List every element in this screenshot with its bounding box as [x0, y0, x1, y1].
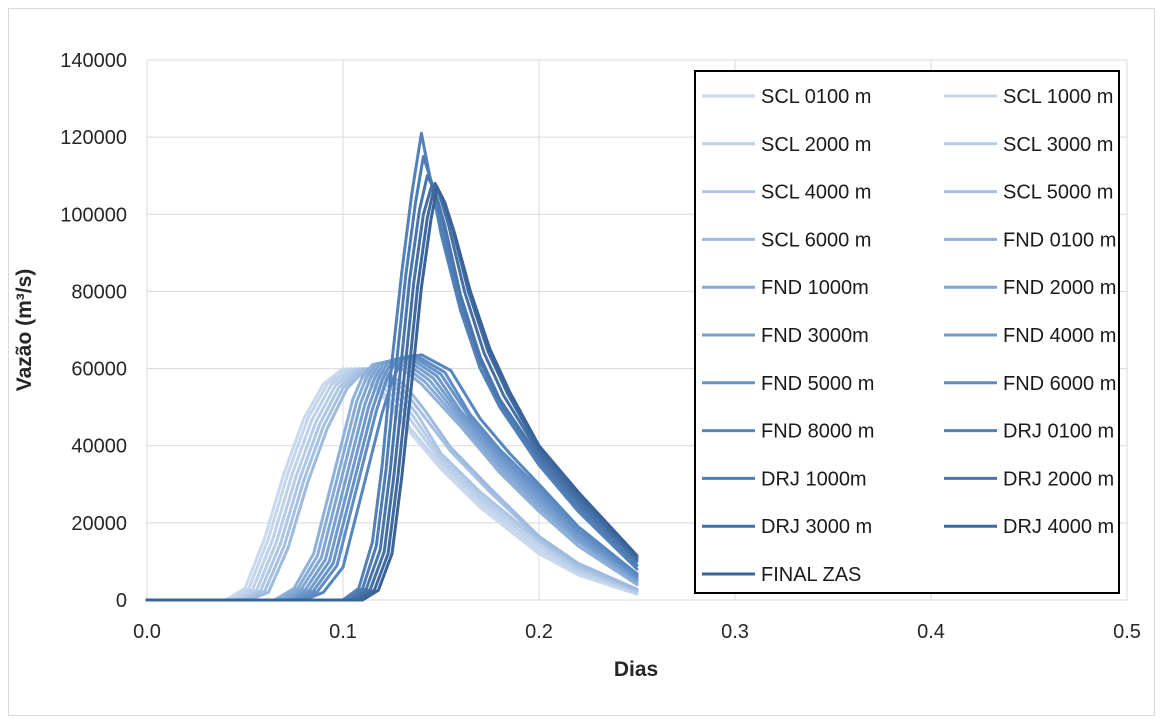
x-axis-title: Dias: [614, 658, 658, 681]
y-axis-title: Vazão (m³/s): [13, 269, 36, 392]
series-line: [145, 131, 639, 602]
y-tick-label: 0: [116, 590, 127, 612]
legend-label: SCL 6000 m: [761, 229, 871, 251]
legend-label: DRJ 0100 m: [1003, 421, 1114, 443]
legend-label: DRJ 4000 m: [1003, 516, 1114, 538]
legend-label: FND 6000 m: [1003, 373, 1116, 395]
x-tick-label: 0.3: [721, 621, 749, 643]
series-line: [145, 357, 639, 602]
series-line: [145, 355, 639, 602]
x-tick-labels: 0.0 0.1 0.2 0.3 0.4 0.5: [133, 621, 1141, 643]
series-line: [145, 181, 639, 602]
series-line: [145, 354, 639, 602]
legend-label: FND 4000 m: [1003, 325, 1116, 347]
y-tick-label: 120000: [60, 127, 127, 149]
legend-label: SCL 1000 m: [1003, 86, 1113, 108]
y-tick-labels: 0 20000 40000 60000 80000 100000 120000 140000: [60, 50, 127, 612]
legend-label: SCL 4000 m: [761, 182, 871, 204]
legend-label: FND 5000 m: [761, 373, 874, 395]
y-tick-label: 140000: [60, 50, 127, 72]
legend-label: DRJ 1000m: [761, 468, 867, 490]
series-line: [145, 185, 639, 602]
series-line: [145, 185, 639, 602]
series-line: [145, 359, 639, 602]
y-tick-label: 60000: [71, 359, 127, 381]
legend-label: SCL 2000 m: [761, 134, 871, 156]
series-line: [145, 154, 639, 602]
x-tick-label: 0.5: [1113, 621, 1141, 643]
y-tick-label: 80000: [71, 281, 127, 303]
legend-label: FND 2000 m: [1003, 277, 1116, 299]
legend-label: DRJ 3000 m: [761, 516, 872, 538]
legend-box: [694, 70, 1120, 594]
y-tick-label: 40000: [71, 436, 127, 458]
legend-label: FINAL ZAS: [761, 564, 861, 586]
x-tick-label: 0.4: [917, 621, 945, 643]
y-tick-label: 20000: [71, 513, 127, 535]
series-line: [145, 174, 639, 602]
legend-label: FND 0100 m: [1003, 229, 1116, 251]
legend-label: SCL 0100 m: [761, 86, 871, 108]
legend-label: DRJ 2000 m: [1003, 468, 1114, 490]
legend-label: SCL 5000 m: [1003, 182, 1113, 204]
legend: SCL 0100 m SCL 1000 m SCL 2000 m SCL 3000 m…: [694, 70, 1120, 594]
series-line: [145, 358, 639, 602]
legend-label: FND 8000 m: [761, 421, 874, 443]
legend-items: SCL 0100 m SCL 1000 m SCL 2000 m SCL 3000 m…: [702, 86, 1116, 586]
x-tick-label: 0.2: [525, 621, 553, 643]
y-tick-label: 100000: [60, 204, 127, 226]
x-tick-label: 0.1: [329, 621, 357, 643]
legend-label: FND 3000m: [761, 325, 869, 347]
legend-label: FND 1000m: [761, 277, 869, 299]
x-tick-label: 0.0: [133, 621, 161, 643]
series-lines: [145, 131, 639, 602]
legend-label: SCL 3000 m: [1003, 134, 1113, 156]
